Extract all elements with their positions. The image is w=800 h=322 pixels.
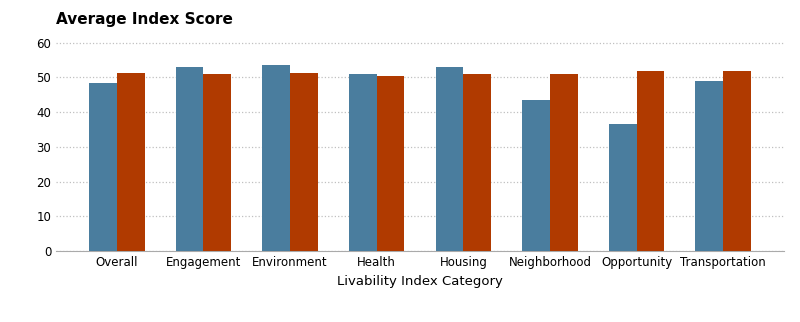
Bar: [609, 124, 637, 251]
Bar: [463, 74, 491, 251]
Bar: [290, 73, 318, 251]
Bar: [176, 67, 203, 251]
Bar: [349, 74, 377, 251]
X-axis label: Livability Index Category: Livability Index Category: [337, 275, 503, 288]
Bar: [695, 81, 723, 251]
Bar: [203, 74, 231, 251]
Bar: [89, 83, 117, 251]
Bar: [637, 71, 664, 251]
Bar: [435, 67, 463, 251]
Text: Average Index Score: Average Index Score: [56, 12, 233, 27]
Bar: [117, 73, 145, 251]
Bar: [522, 100, 550, 251]
Bar: [550, 74, 578, 251]
Bar: [377, 76, 405, 251]
Bar: [262, 65, 290, 251]
Bar: [723, 71, 751, 251]
